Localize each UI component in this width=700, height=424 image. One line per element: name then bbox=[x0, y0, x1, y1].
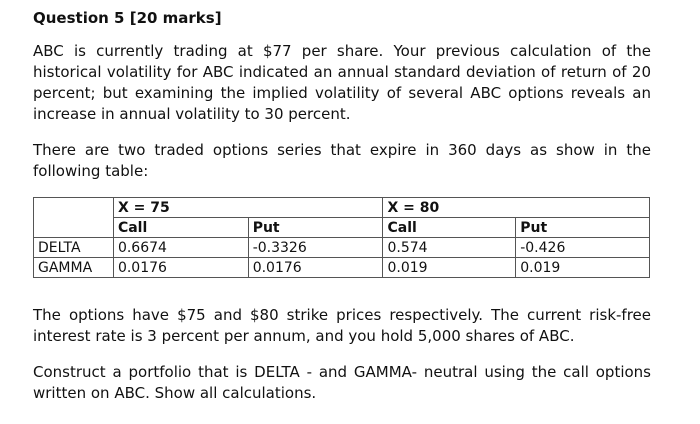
question-paragraph-4: Construct a portfolio that is DELTA - an… bbox=[33, 363, 651, 402]
question-paragraph-2: There are two traded options series that… bbox=[33, 141, 651, 180]
options-greeks-table: X = 75 X = 80 Call Put Call Put DELTA 0.… bbox=[33, 197, 650, 278]
table-corner-cell bbox=[33, 217, 114, 238]
question-paragraph-3: The options have $75 and $80 strike pric… bbox=[33, 306, 651, 345]
table-cell: 0.019 bbox=[515, 257, 650, 278]
table-cell: -0.3326 bbox=[247, 237, 384, 258]
table-subheader-row: Call Put Call Put bbox=[33, 217, 650, 238]
strike-group-header-tail bbox=[515, 197, 650, 218]
strike-group-header: X = 75 bbox=[112, 197, 249, 218]
table-cell: 0.574 bbox=[382, 237, 517, 258]
table-cell: 0.0176 bbox=[247, 257, 384, 278]
table-cell: 0.0176 bbox=[112, 257, 249, 278]
option-type-header: Put bbox=[515, 217, 650, 238]
table-row-delta: DELTA 0.6674 -0.3326 0.574 -0.426 bbox=[33, 237, 650, 258]
table-row-gamma: GAMMA 0.0176 0.0176 0.019 0.019 bbox=[33, 257, 650, 278]
question-heading: Question 5 [20 marks] bbox=[33, 9, 222, 27]
table-cell: -0.426 bbox=[515, 237, 650, 258]
table-cell: 0.019 bbox=[382, 257, 517, 278]
strike-group-header: X = 80 bbox=[382, 197, 516, 218]
row-label: DELTA bbox=[33, 237, 114, 258]
option-type-header: Call bbox=[112, 217, 249, 238]
table-cell: 0.6674 bbox=[112, 237, 249, 258]
question-paragraph-1: ABC is currently trading at $77 per shar… bbox=[33, 42, 651, 123]
row-label: GAMMA bbox=[33, 257, 114, 278]
table-group-header-row: X = 75 X = 80 bbox=[33, 197, 650, 218]
table-corner-cell bbox=[33, 197, 114, 218]
option-type-header: Put bbox=[247, 217, 384, 238]
strike-group-header-tail bbox=[248, 197, 384, 218]
option-type-header: Call bbox=[382, 217, 517, 238]
